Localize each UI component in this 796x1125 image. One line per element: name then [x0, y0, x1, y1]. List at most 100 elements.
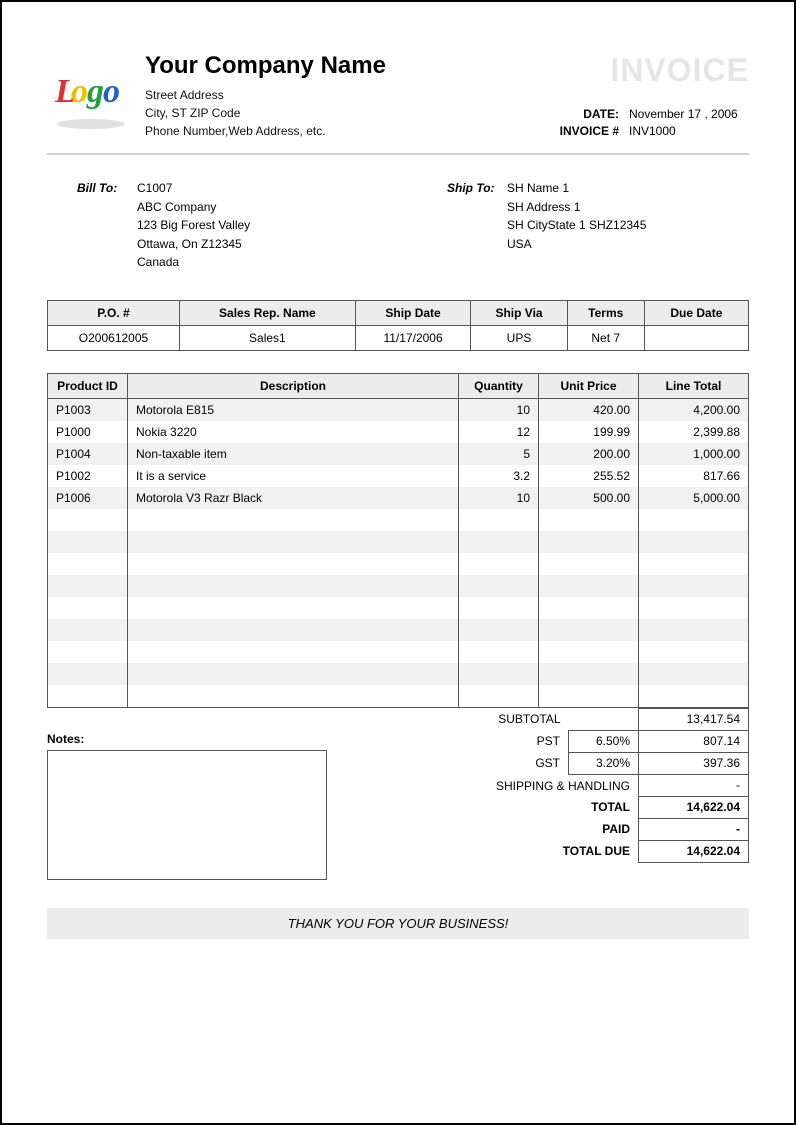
blank-cell	[639, 553, 749, 575]
company-addr-line: City, ST ZIP Code	[145, 104, 386, 122]
shipping-label: SHIPPING & HANDLING	[347, 774, 639, 796]
bill-line: Canada	[137, 253, 250, 272]
header: L o g o Your Company Name Street Address…	[47, 52, 749, 141]
blank-cell	[459, 531, 539, 553]
order-header-shipvia: Ship Via	[471, 300, 567, 325]
company-block: Your Company Name Street Address City, S…	[145, 52, 386, 140]
order-shipdate: 11/17/2006	[355, 325, 471, 350]
item-price: 420.00	[539, 398, 639, 421]
item-pid: P1003	[48, 398, 128, 421]
divider	[47, 153, 749, 155]
blank-cell	[539, 685, 639, 708]
total-value: 14,622.04	[639, 796, 749, 818]
blank-cell	[128, 509, 459, 531]
paid-label: PAID	[347, 818, 639, 840]
blank-cell	[459, 575, 539, 597]
blank-cell	[639, 685, 749, 708]
item-desc: Motorola V3 Razr Black	[128, 487, 459, 509]
item-row-blank	[48, 685, 749, 708]
invoice-title: INVOICE	[529, 52, 749, 89]
pst-pct: 6.50%	[569, 730, 639, 752]
total-due-label: TOTAL DUE	[347, 840, 639, 862]
items-table: Product ID Description Quantity Unit Pri…	[47, 373, 749, 708]
svg-text:g: g	[86, 73, 104, 110]
svg-text:o: o	[103, 73, 120, 110]
item-pid: P1002	[48, 465, 128, 487]
item-row: P1006Motorola V3 Razr Black10500.005,000…	[48, 487, 749, 509]
items-header-total: Line Total	[639, 373, 749, 398]
item-row-blank	[48, 641, 749, 663]
order-header-row: P.O. # Sales Rep. Name Ship Date Ship Vi…	[48, 300, 749, 325]
order-header-shipdate: Ship Date	[355, 300, 471, 325]
company-address: Street Address City, ST ZIP Code Phone N…	[145, 86, 386, 140]
bill-line: C1007	[137, 179, 250, 198]
paid-row: PAID -	[347, 818, 749, 840]
subtotal-value: 13,417.54	[639, 708, 749, 730]
blank-cell	[459, 619, 539, 641]
order-due	[644, 325, 748, 350]
blank-cell	[128, 619, 459, 641]
blank-cell	[48, 575, 128, 597]
bill-to-label: Bill To:	[77, 179, 137, 272]
invoice-page: L o g o Your Company Name Street Address…	[0, 0, 796, 1125]
ship-to-label: Ship To:	[447, 179, 507, 272]
bill-line: ABC Company	[137, 198, 250, 217]
paid-value: -	[639, 818, 749, 840]
header-right: INVOICE DATE: November 17 , 2006 INVOICE…	[529, 52, 749, 141]
item-pid: P1000	[48, 421, 128, 443]
blank-cell	[539, 553, 639, 575]
item-price: 255.52	[539, 465, 639, 487]
blank-cell	[128, 663, 459, 685]
item-total: 5,000.00	[639, 487, 749, 509]
item-total: 817.66	[639, 465, 749, 487]
item-pid: P1006	[48, 487, 128, 509]
company-addr-line: Street Address	[145, 86, 386, 104]
order-terms: Net 7	[567, 325, 644, 350]
date-label: DATE:	[529, 107, 619, 121]
total-row: TOTAL 14,622.04	[347, 796, 749, 818]
meta-invnum-row: INVOICE # INV1000	[529, 124, 749, 138]
blank-cell	[48, 663, 128, 685]
gst-label: GST	[347, 752, 569, 774]
item-row-blank	[48, 619, 749, 641]
invnum-value: INV1000	[619, 124, 749, 138]
blank-cell	[459, 509, 539, 531]
item-price: 199.99	[539, 421, 639, 443]
svg-text:o: o	[71, 73, 88, 110]
notes-side: Notes:	[47, 708, 347, 880]
item-total: 1,000.00	[639, 443, 749, 465]
item-qty: 3.2	[459, 465, 539, 487]
item-row: P1002It is a service3.2255.52817.66	[48, 465, 749, 487]
items-header-pid: Product ID	[48, 373, 128, 398]
meta-date-row: DATE: November 17 , 2006	[529, 107, 749, 121]
items-header-desc: Description	[128, 373, 459, 398]
below-section: Notes: SUBTOTAL 13,417.54 PST 6.50% 807.…	[47, 708, 749, 880]
bill-to-content: C1007 ABC Company 123 Big Forest Valley …	[137, 179, 250, 272]
item-desc: Motorola E815	[128, 398, 459, 421]
item-row-blank	[48, 663, 749, 685]
ship-line: SH CityState 1 SHZ12345	[507, 216, 646, 235]
blank-cell	[459, 553, 539, 575]
ship-line: SH Address 1	[507, 198, 646, 217]
item-price: 500.00	[539, 487, 639, 509]
totals-table: SUBTOTAL 13,417.54 PST 6.50% 807.14 GST …	[347, 708, 749, 863]
bill-to-block: Bill To: C1007 ABC Company 123 Big Fores…	[77, 179, 447, 272]
invnum-label: INVOICE #	[529, 124, 619, 138]
item-price: 200.00	[539, 443, 639, 465]
item-row-blank	[48, 531, 749, 553]
blank-cell	[639, 663, 749, 685]
ship-to-content: SH Name 1 SH Address 1 SH CityState 1 SH…	[507, 179, 646, 272]
blank-cell	[128, 553, 459, 575]
item-row: P1003Motorola E81510420.004,200.00	[48, 398, 749, 421]
addresses: Bill To: C1007 ABC Company 123 Big Fores…	[47, 179, 749, 272]
item-pid: P1004	[48, 443, 128, 465]
blank-cell	[459, 641, 539, 663]
gst-row: GST 3.20% 397.36	[347, 752, 749, 774]
subtotal-blank	[569, 708, 639, 730]
blank-cell	[539, 531, 639, 553]
item-row: P1004Non-taxable item5200.001,000.00	[48, 443, 749, 465]
pst-row: PST 6.50% 807.14	[347, 730, 749, 752]
blank-cell	[48, 509, 128, 531]
item-row-blank	[48, 553, 749, 575]
blank-cell	[539, 597, 639, 619]
